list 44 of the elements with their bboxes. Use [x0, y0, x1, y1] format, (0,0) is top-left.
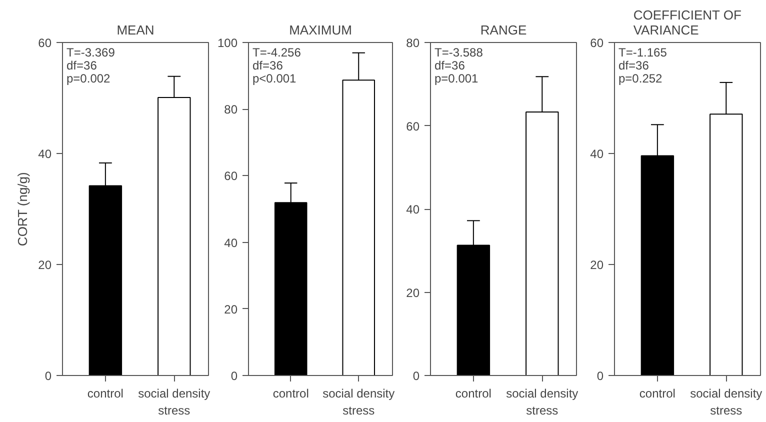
x-tick-label: social density stress	[322, 386, 395, 418]
chart-title: MAXIMUM	[289, 22, 352, 38]
x-tick-label: control	[455, 386, 492, 400]
y-tick-label: 80	[224, 102, 238, 117]
y-tick-label: 100	[217, 36, 238, 50]
y-tick-label: 0	[230, 369, 238, 383]
y-tick-label: 0	[44, 369, 52, 383]
y-tick-label: 60	[38, 36, 52, 50]
x-tick-label: control	[272, 386, 309, 400]
y-tick-label: 40	[38, 147, 52, 161]
annotation: T=-3.369	[66, 46, 116, 60]
chart-title: COEFFICIENT OF VARIANCE	[633, 8, 742, 38]
annotation: df=36	[252, 58, 284, 72]
chart-title: MEAN	[116, 22, 154, 38]
annotation: T=-3.588	[434, 46, 484, 60]
y-axis-title: CORT (ng/g)	[15, 172, 30, 246]
y-tick-label: 60	[590, 36, 604, 50]
y-tick-label: 40	[406, 202, 420, 216]
y-tick-label: 20	[590, 258, 604, 272]
annotation: T=-1.165	[618, 46, 668, 60]
y-tick-label: 20	[38, 258, 52, 272]
annotation: df=36	[618, 58, 650, 72]
annotation: T=-4.256	[252, 46, 302, 60]
chart-title: RANGE	[480, 22, 527, 38]
y-tick-label: 40	[590, 147, 604, 161]
y-tick-label: 0	[596, 369, 604, 383]
annotation: p=0.002	[66, 72, 111, 86]
x-tick-label: social density stress	[506, 386, 578, 418]
annotation: p=0.252	[618, 72, 663, 86]
y-tick-label: 20	[224, 302, 238, 316]
y-tick-label: 0	[412, 369, 420, 383]
x-tick-label: control	[639, 386, 676, 400]
x-tick-label: control	[87, 386, 124, 400]
annotation: df=36	[434, 58, 466, 72]
x-tick-label: social density stress	[138, 386, 210, 418]
annotation: p<0.001	[252, 72, 297, 86]
annotation: p=0.001	[434, 72, 479, 86]
x-tick-label: social density stress	[690, 386, 762, 418]
annotation: df=36	[66, 58, 98, 72]
y-tick-label: 60	[406, 119, 420, 134]
y-tick-label: 60	[224, 169, 238, 184]
y-tick-label: 20	[406, 286, 420, 300]
y-tick-label: 80	[406, 36, 420, 50]
y-tick-label: 40	[224, 236, 238, 250]
